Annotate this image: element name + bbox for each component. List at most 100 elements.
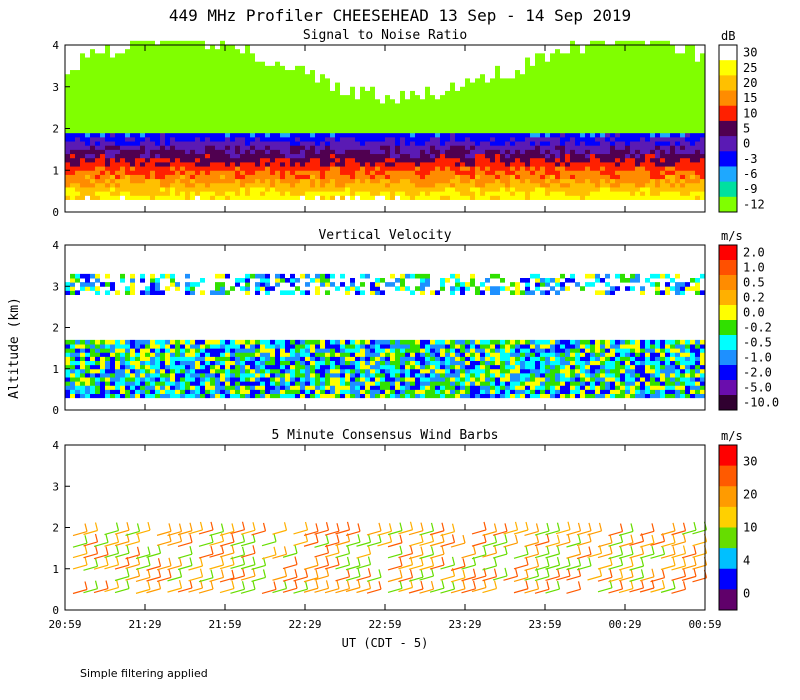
- colorbar-label: 25: [743, 61, 757, 75]
- colorbar-label: 30: [743, 46, 757, 60]
- panel-title: 5 Minute Consensus Wind Barbs: [272, 428, 499, 443]
- colorbar-label: -5.0: [743, 381, 772, 395]
- colorbar-swatch: [719, 320, 737, 336]
- colorbar-swatch: [719, 60, 737, 76]
- colorbar-units: dB: [721, 29, 735, 43]
- colorbar-swatch: [719, 350, 737, 366]
- colorbar-swatch: [719, 136, 737, 152]
- colorbar-units: m/s: [721, 429, 743, 443]
- colorbar-label: 0.5: [743, 276, 765, 290]
- panel-2-field: [65, 273, 705, 399]
- y-tick-label: 0: [52, 404, 59, 417]
- colorbar-label: 2.0: [743, 246, 765, 260]
- figure-title: 449 MHz Profiler CHEESEHEAD 13 Sep - 14 …: [169, 6, 631, 25]
- colorbar-swatch: [719, 166, 737, 183]
- colorbar-label: 0.0: [743, 306, 765, 320]
- colorbar-swatch: [719, 45, 737, 61]
- y-tick-label: 3: [52, 480, 59, 493]
- y-tick-label: 2: [52, 322, 59, 335]
- y-tick-label: 2: [52, 123, 59, 136]
- colorbar-swatch: [719, 151, 737, 167]
- y-tick-label: 3: [52, 81, 59, 94]
- colorbar-swatch: [719, 90, 737, 107]
- x-tick-label: 22:29: [288, 618, 321, 631]
- colorbar-swatch: [719, 506, 737, 528]
- x-tick-label: 23:59: [528, 618, 561, 631]
- colorbar-frame: [718, 444, 738, 611]
- x-tick-label: 22:59: [368, 618, 401, 631]
- panel-2: Vertical Velocity 0 1 2 3 4 m/s2.01.00.50.20.0…: [52, 228, 779, 417]
- colorbar-swatch: [719, 486, 737, 508]
- y-tick-label: 4: [52, 239, 59, 252]
- colorbar-swatch: [719, 395, 737, 411]
- y-axis-label: Altitude (km): [7, 297, 22, 399]
- colorbar-swatch: [719, 380, 737, 396]
- colorbar-3: m/s30 20 10 4 0: [718, 429, 757, 611]
- x-tick-label: 21:29: [128, 618, 161, 631]
- y-tick-label: 3: [52, 280, 59, 293]
- colorbar-label: -9: [743, 182, 757, 196]
- x-tick-label: 23:29: [448, 618, 481, 631]
- panel-title: Signal to Noise Ratio: [303, 28, 467, 43]
- panel-1-field: [65, 40, 705, 200]
- colorbar-swatch: [719, 305, 737, 321]
- colorbar-label: 20: [743, 76, 757, 90]
- y-tick-label: 1: [52, 164, 59, 177]
- colorbar-label: 15: [743, 91, 757, 105]
- x-tick-label: 20:59: [48, 618, 81, 631]
- x-tick-label: 21:59: [208, 618, 241, 631]
- y-tick-label: 0: [52, 604, 59, 617]
- y-tick-label: 2: [52, 522, 59, 535]
- colorbar-label: -1.0: [743, 351, 772, 365]
- colorbar-swatch: [719, 335, 737, 351]
- colorbar-label: 0: [743, 137, 750, 151]
- filter-footnote: Simple filtering applied: [80, 667, 208, 680]
- colorbar-frame: [718, 244, 738, 411]
- colorbar-label: -6: [743, 167, 757, 181]
- y-tick-label: 4: [52, 439, 59, 452]
- colorbar-swatch: [719, 365, 737, 381]
- y-tick-label: 4: [52, 39, 59, 52]
- panel-title: Vertical Velocity: [318, 228, 451, 243]
- panel-3: 5 Minute Consensus Wind Barbs 0 1 2 3 4 20:59 2…: [48, 428, 757, 631]
- x-axis-label: UT (CDT - 5): [342, 636, 429, 650]
- y-tick-label: 1: [52, 563, 59, 576]
- colorbar-swatch: [719, 120, 737, 137]
- colorbar-label: 1.0: [743, 261, 765, 275]
- colorbar-swatch: [719, 445, 737, 467]
- colorbar-label: 0.2: [743, 291, 765, 305]
- colorbar-swatch: [719, 196, 737, 213]
- colorbar-2: m/s2.01.00.50.20.0-0.2-0.5-1.0-2.0-5.0-1…: [718, 229, 779, 411]
- colorbar-frame: [718, 44, 738, 213]
- colorbar-swatch: [719, 527, 737, 549]
- colorbar-label: 0: [743, 587, 750, 601]
- colorbar-label: 20: [743, 488, 757, 502]
- colorbar-label: -3: [743, 152, 757, 166]
- colorbar-swatch: [719, 589, 737, 611]
- colorbar-units: m/s: [721, 229, 743, 243]
- colorbar-swatch: [719, 568, 737, 590]
- panel-3-field: [72, 521, 708, 595]
- panel-1: Signal to Noise Ratio01234dB302520151050…: [52, 28, 764, 219]
- colorbar-swatch: [719, 465, 737, 487]
- colorbar-swatch: [719, 245, 737, 261]
- colorbar-swatch: [719, 548, 737, 570]
- colorbar-swatch: [719, 181, 737, 198]
- x-tick-label: 00:29: [608, 618, 641, 631]
- colorbar-swatch: [719, 105, 737, 122]
- colorbar-label: -10.0: [743, 396, 779, 410]
- y-tick-label: 1: [52, 363, 59, 376]
- colorbar-swatch: [719, 290, 737, 306]
- x-tick-label: 00:59: [688, 618, 721, 631]
- colorbar-label: 5: [743, 122, 750, 136]
- colorbar-label: 10: [743, 521, 757, 535]
- colorbar-swatch: [719, 275, 737, 291]
- colorbar-label: -12: [743, 197, 765, 211]
- colorbar-label: 30: [743, 455, 757, 469]
- colorbar-swatch: [719, 260, 737, 276]
- colorbar-label: -2.0: [743, 366, 772, 380]
- colorbar-label: -0.2: [743, 321, 772, 335]
- y-tick-label: 0: [52, 206, 59, 219]
